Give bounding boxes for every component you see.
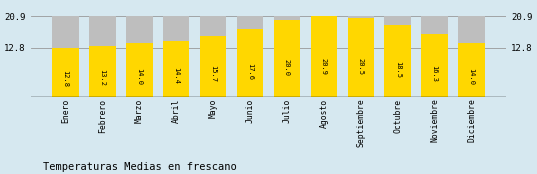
Text: 17.6: 17.6 [247, 63, 253, 80]
Bar [422, 34, 448, 97]
Bar [200, 36, 227, 97]
Bar [422, 16, 448, 97]
Bar [52, 48, 79, 97]
Bar [89, 16, 115, 97]
Bar [347, 16, 374, 97]
Bar [384, 25, 411, 97]
Bar [126, 16, 153, 97]
Text: 16.3: 16.3 [432, 65, 438, 82]
Bar [310, 16, 337, 97]
Bar [458, 43, 485, 97]
Text: 20.9: 20.9 [321, 58, 327, 75]
Bar [458, 16, 485, 97]
Text: 18.5: 18.5 [395, 61, 401, 78]
Text: 13.2: 13.2 [99, 69, 105, 86]
Bar [200, 16, 227, 97]
Text: 14.0: 14.0 [469, 68, 475, 85]
Text: Temperaturas Medias en frescano: Temperaturas Medias en frescano [43, 162, 237, 172]
Bar [237, 29, 263, 97]
Text: 12.8: 12.8 [62, 70, 68, 87]
Text: 15.7: 15.7 [210, 65, 216, 82]
Bar [163, 16, 190, 97]
Bar [89, 46, 115, 97]
Bar [237, 16, 263, 97]
Bar [163, 41, 190, 97]
Text: 20.5: 20.5 [358, 58, 364, 75]
Bar [310, 16, 337, 97]
Bar [347, 18, 374, 97]
Text: 14.4: 14.4 [173, 67, 179, 84]
Bar [126, 43, 153, 97]
Bar [274, 20, 300, 97]
Bar [274, 16, 300, 97]
Bar [384, 16, 411, 97]
Text: 14.0: 14.0 [136, 68, 142, 85]
Text: 20.0: 20.0 [284, 59, 290, 76]
Bar [52, 16, 79, 97]
